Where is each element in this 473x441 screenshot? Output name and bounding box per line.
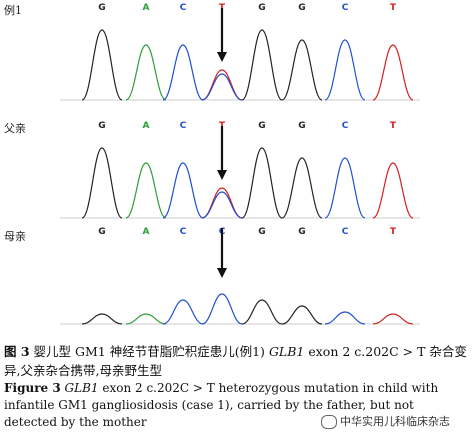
- peak-C: [162, 44, 204, 101]
- peak-T: [372, 44, 414, 101]
- peak-G: [81, 29, 123, 101]
- caption-cn-pre: 婴儿型 GM1 神经节苷脂贮积症患儿(例1): [33, 344, 265, 359]
- panel-label: 例1: [4, 4, 22, 17]
- gene-name-en: GLB1: [64, 381, 99, 395]
- peak-C: [324, 39, 366, 101]
- peak-G: [81, 147, 123, 219]
- peak-G: [241, 147, 283, 219]
- chromatogram-panel-mother: 母亲 GACCGGCT: [0, 226, 473, 336]
- peak-C: [324, 157, 366, 219]
- base-call-C: C: [180, 227, 187, 237]
- peak-C: [201, 293, 243, 325]
- peak-T: [372, 313, 414, 325]
- chromatogram-panel-father: 父亲 GACTGGCT: [0, 118, 473, 228]
- base-call-G: G: [98, 227, 105, 237]
- caption-en-post: exon 2 c.202C > T heterozygous mutation …: [4, 381, 439, 429]
- panel-label: 母亲: [4, 230, 26, 243]
- arrow-head: [217, 52, 227, 62]
- wechat-icon: [321, 415, 337, 429]
- gene-name-cn: GLB1: [268, 344, 305, 359]
- base-call-G: G: [298, 121, 305, 131]
- secondary-peak-C: [201, 73, 243, 101]
- peak-A: [125, 313, 167, 325]
- peak-C: [324, 311, 366, 325]
- peak-A: [125, 162, 167, 219]
- figure-label-cn: 图 3: [4, 344, 30, 359]
- caption-cn-post: exon 2 c.202C > T 杂合变异,父亲杂合携带,母亲野生型: [4, 344, 467, 378]
- caption-english: Figure 3 GLB1 exon 2 c.202C > T heterozy…: [4, 380, 470, 431]
- base-call-T: T: [390, 227, 397, 237]
- chromatogram-panel-case1: 例1 GACTGGCT: [0, 0, 473, 110]
- journal-watermark: 中华实用儿科临床杂志: [318, 412, 453, 430]
- base-call-A: A: [143, 227, 150, 237]
- peak-C: [162, 299, 204, 325]
- base-call-G: G: [258, 3, 265, 13]
- panel-label: 父亲: [4, 122, 26, 135]
- peak-G: [81, 313, 123, 325]
- watermark-text: 中华实用儿科临床杂志: [340, 415, 450, 428]
- base-call-A: A: [143, 121, 150, 131]
- base-call-T: T: [390, 121, 397, 131]
- chromatogram-trace: GACCGGCT: [60, 227, 420, 325]
- base-call-G: G: [98, 3, 105, 13]
- peak-G: [281, 157, 323, 219]
- peak-G: [281, 39, 323, 101]
- base-call-A: A: [143, 3, 150, 13]
- base-call-G: G: [98, 121, 105, 131]
- base-call-C: C: [180, 3, 187, 13]
- base-call-C: C: [180, 121, 187, 131]
- base-call-T: T: [390, 3, 397, 13]
- base-call-G: G: [298, 227, 305, 237]
- arrow-head: [217, 268, 227, 278]
- arrow-head: [217, 170, 227, 180]
- base-call-G: G: [298, 3, 305, 13]
- caption-chinese: 图 3 婴儿型 GM1 神经节苷脂贮积症患儿(例1) GLB1 exon 2 c…: [4, 342, 470, 380]
- peak-C: [162, 162, 204, 219]
- base-call-C: C: [342, 121, 349, 131]
- base-call-C: C: [342, 227, 349, 237]
- peak-T: [372, 162, 414, 219]
- figure-label-en: Figure 3: [4, 381, 61, 395]
- peak-G: [241, 29, 283, 101]
- peak-G: [241, 299, 283, 325]
- chromatogram-trace: GACTGGCT: [60, 3, 420, 101]
- chromatogram-trace: GACTGGCT: [60, 121, 420, 219]
- secondary-peak-C: [201, 191, 243, 219]
- peak-A: [125, 44, 167, 101]
- base-call-G: G: [258, 121, 265, 131]
- peak-G: [281, 305, 323, 325]
- base-call-C: C: [342, 3, 349, 13]
- base-call-G: G: [258, 227, 265, 237]
